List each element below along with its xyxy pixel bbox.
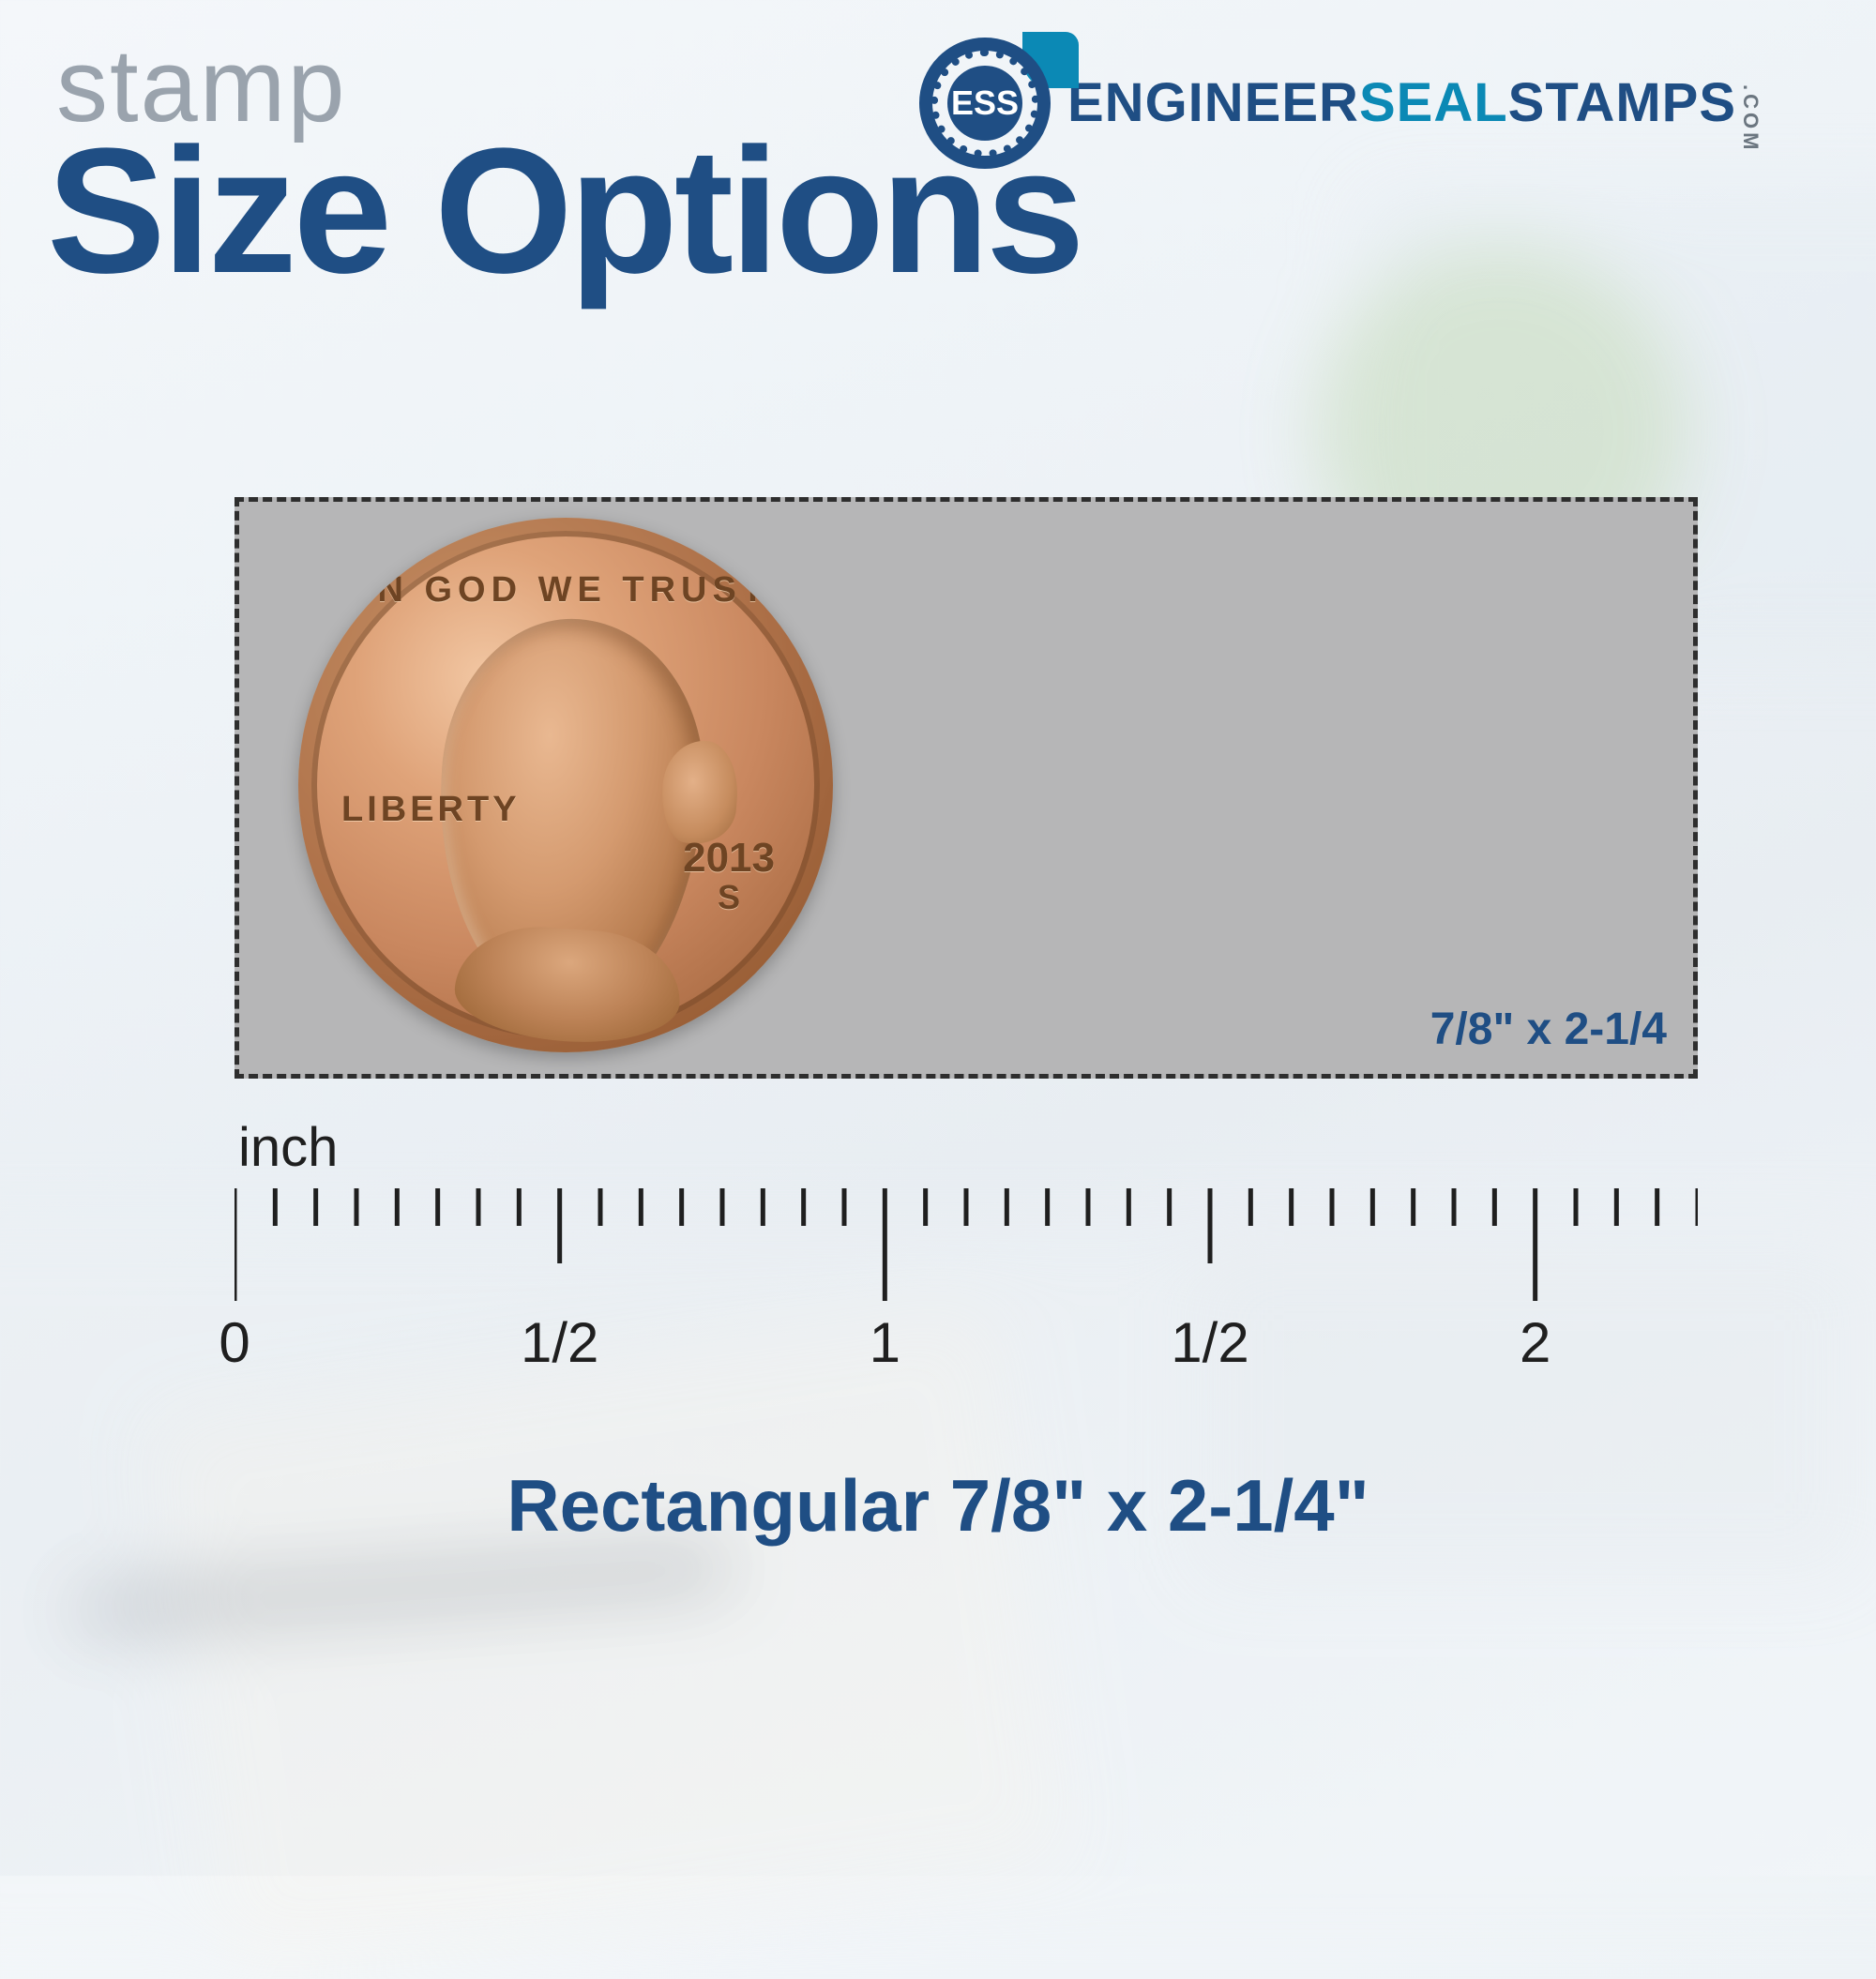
ruler-label: 1/2 (521, 1310, 598, 1375)
ruler-label: 1 (870, 1310, 900, 1375)
logo-wordmark: ENGINEERSEALSTAMPS (1067, 77, 1736, 128)
ruler-label: 2 (1520, 1310, 1551, 1375)
ruler-unit-label: inch (238, 1116, 1698, 1179)
logo-word-engineer: ENGINEER (1067, 72, 1359, 133)
ruler-ticks (234, 1188, 1698, 1338)
penny-reference-icon: IN GOD WE TRUST LIBERTY 2013 S (298, 518, 833, 1052)
stamp-box-dimension-label: 7/8" x 2-1/4 (1430, 1004, 1667, 1055)
penny-mint-mark: S (683, 880, 775, 915)
size-caption: Rectangular 7/8" x 2-1/4" (0, 1463, 1876, 1548)
logo-word-seal: SEAL (1359, 72, 1508, 133)
penny-year: 2013 S (683, 837, 775, 915)
penny-liberty: LIBERTY (341, 790, 521, 830)
logo-badge-text: ESS (947, 66, 1022, 141)
logo-word-stamps: STAMPS (1508, 72, 1736, 133)
ruler-label: 0 (219, 1310, 250, 1375)
ruler: inch 01/211/22 (234, 1116, 1698, 1338)
logo-badge-icon: ESS (919, 38, 1051, 169)
brand-logo: ESS ENGINEERSEALSTAMPS .COM (919, 38, 1736, 169)
ruler-label: 1/2 (1171, 1310, 1248, 1375)
penny-motto: IN GOD WE TRUST (298, 570, 833, 611)
logo-tld: .COM (1738, 84, 1763, 153)
